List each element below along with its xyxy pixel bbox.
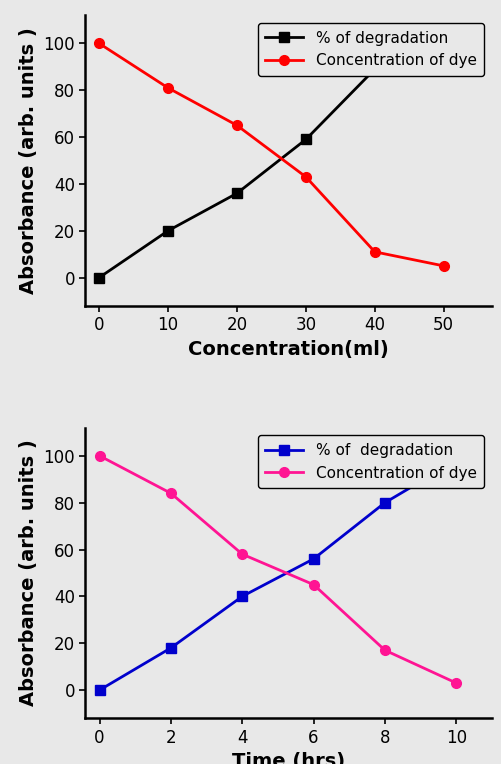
% of degradation <box>302 134 308 144</box>
Concentration of dye <box>310 580 316 589</box>
Concentration of dye <box>452 678 458 688</box>
Concentration of dye <box>168 489 174 498</box>
% of degradation <box>165 226 171 235</box>
Concentration of dye <box>96 39 102 48</box>
Legend: % of  degradation, Concentration of dye: % of degradation, Concentration of dye <box>257 435 483 488</box>
Concentration of dye <box>239 549 245 558</box>
% of  degradation <box>452 456 458 465</box>
Concentration of dye <box>165 83 171 92</box>
Line: Concentration of dye: Concentration of dye <box>95 451 460 688</box>
% of degradation <box>96 273 102 282</box>
X-axis label: Concentration(ml): Concentration(ml) <box>188 340 388 359</box>
% of degradation <box>440 50 446 60</box>
% of degradation <box>371 65 377 74</box>
% of  degradation <box>310 555 316 564</box>
Concentration of dye <box>440 261 446 270</box>
Legend: % of degradation, Concentration of dye: % of degradation, Concentration of dye <box>257 23 483 76</box>
Concentration of dye <box>96 452 102 461</box>
Y-axis label: Absorbance (arb. units ): Absorbance (arb. units ) <box>19 439 38 706</box>
Y-axis label: Absorbance (arb. units ): Absorbance (arb. units ) <box>19 28 38 294</box>
% of  degradation <box>168 643 174 652</box>
% of  degradation <box>381 498 387 507</box>
% of  degradation <box>239 592 245 601</box>
% of degradation <box>233 189 239 198</box>
Line: % of  degradation: % of degradation <box>95 455 460 695</box>
X-axis label: Time (hrs): Time (hrs) <box>231 752 345 764</box>
Concentration of dye <box>302 173 308 182</box>
Concentration of dye <box>233 121 239 130</box>
Concentration of dye <box>381 646 387 655</box>
Line: % of degradation: % of degradation <box>94 50 448 283</box>
% of  degradation <box>96 685 102 694</box>
Concentration of dye <box>371 248 377 257</box>
Line: Concentration of dye: Concentration of dye <box>94 38 448 270</box>
